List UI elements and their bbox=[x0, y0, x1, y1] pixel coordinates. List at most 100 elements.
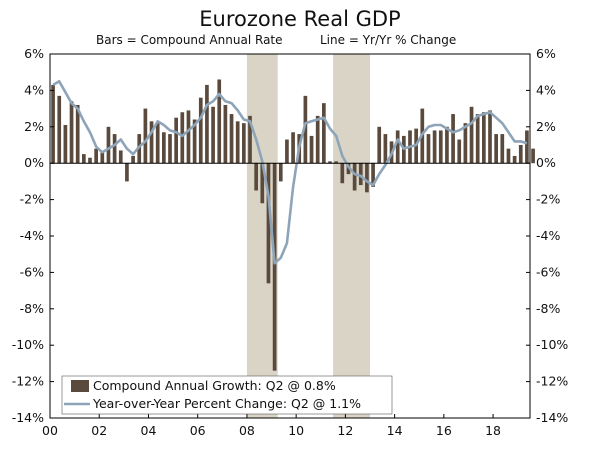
gdp-bar bbox=[211, 106, 215, 164]
gdp-bar bbox=[445, 126, 449, 164]
gdp-bar bbox=[475, 114, 480, 164]
gdp-bar bbox=[334, 161, 338, 164]
x-tick-label: 04 bbox=[141, 423, 157, 438]
gdp-bar bbox=[112, 134, 117, 164]
gdp-bar bbox=[352, 163, 357, 191]
gdp-bar bbox=[82, 154, 86, 164]
gdp-bar bbox=[118, 150, 123, 164]
gdp-bar bbox=[457, 139, 462, 164]
gdp-bar bbox=[266, 163, 271, 284]
gdp-bar bbox=[309, 135, 314, 164]
gdp-bar bbox=[75, 104, 80, 164]
y-tick-label-right: -14% bbox=[536, 410, 568, 425]
gdp-bar bbox=[377, 126, 382, 164]
gdp-bar bbox=[512, 155, 517, 164]
y-tick-label-right: 6% bbox=[536, 46, 556, 61]
gdp-bar bbox=[205, 84, 209, 164]
y-tick-label-right: -4% bbox=[536, 228, 560, 243]
gdp-bar bbox=[328, 161, 332, 164]
gdp-bar bbox=[500, 134, 505, 164]
x-tick-label: 10 bbox=[288, 423, 304, 438]
gdp-bar bbox=[149, 121, 154, 164]
gdp-bar bbox=[174, 117, 178, 164]
gdp-bar bbox=[254, 163, 258, 191]
gdp-bar bbox=[180, 112, 185, 164]
gdp-bar bbox=[482, 112, 486, 164]
x-axis-ticks: 00 02 04 06 08 10 12 14 16 18 bbox=[42, 414, 501, 438]
gdp-bar bbox=[432, 130, 437, 164]
axes bbox=[49, 53, 531, 419]
gdp-bar bbox=[192, 119, 197, 164]
gdp-bar bbox=[162, 132, 166, 164]
gdp-bar bbox=[248, 115, 252, 164]
gdp-bar bbox=[371, 163, 375, 187]
y-tick-label-left: 2% bbox=[24, 119, 44, 134]
gdp-bar bbox=[383, 134, 388, 164]
gdp-bar bbox=[488, 110, 492, 164]
recession-shading bbox=[246, 54, 370, 418]
x-tick-label: 18 bbox=[485, 423, 501, 438]
gdp-bar bbox=[229, 114, 234, 164]
gdp-bar bbox=[155, 123, 160, 164]
line-series bbox=[52, 80, 528, 265]
x-tick-label: 06 bbox=[190, 423, 206, 438]
gdp-bar bbox=[143, 108, 148, 164]
gdp-bar bbox=[272, 163, 277, 371]
y-tick-label-right: -10% bbox=[536, 337, 568, 352]
gdp-bar bbox=[69, 101, 74, 164]
gdp-bar bbox=[131, 155, 135, 164]
y-tick-label-right: 4% bbox=[536, 82, 556, 97]
gdp-bar bbox=[198, 97, 203, 164]
gdp-bar bbox=[451, 114, 455, 164]
gdp-bar bbox=[278, 163, 283, 182]
y-tick-label-right: -2% bbox=[536, 192, 560, 207]
gdp-bar bbox=[358, 163, 363, 186]
y-tick-label-left: 4% bbox=[24, 82, 44, 97]
y-axis-left-ticks: 6% 4% 2% 0% -2% -4% -6% -8% -10% -12% -14% bbox=[12, 46, 54, 425]
gdp-bar bbox=[217, 79, 222, 164]
y-tick-label-left: -12% bbox=[12, 374, 44, 389]
gdp-bar bbox=[518, 145, 523, 164]
gdp-bar bbox=[260, 163, 265, 204]
chart-title: Eurozone Real GDP bbox=[199, 7, 400, 31]
y-tick-label-left: 0% bbox=[24, 155, 44, 170]
gdp-bar bbox=[242, 123, 246, 164]
legend-line-label: Year-over-Year Percent Change: Q2 @ 1.1% bbox=[92, 396, 361, 411]
gdp-bar bbox=[94, 148, 98, 164]
plot-frame bbox=[49, 53, 531, 419]
y-tick-label-left: -4% bbox=[20, 228, 44, 243]
gdp-bar bbox=[463, 123, 468, 164]
x-tick-label: 02 bbox=[91, 423, 107, 438]
y-axis-right-ticks: 6% 4% 2% 0% -2% -4% -6% -8% -10% -12% -14% bbox=[526, 46, 568, 425]
x-tick-label: 08 bbox=[239, 423, 255, 438]
x-tick-label: 12 bbox=[337, 423, 353, 438]
gdp-bar bbox=[106, 126, 111, 164]
gdp-bar bbox=[168, 134, 172, 164]
chart-subtitle-line: Line = Yr/Yr % Change bbox=[320, 33, 456, 47]
gdp-bar bbox=[322, 103, 326, 164]
gdp-bar bbox=[315, 115, 320, 164]
chart-subtitle-bars: Bars = Compound Annual Rate bbox=[96, 33, 283, 47]
y-tick-label-right: 0% bbox=[536, 155, 556, 170]
x-tick-label: 14 bbox=[387, 423, 403, 438]
y-tick-label-left: -8% bbox=[20, 301, 44, 316]
gdp-bar bbox=[494, 134, 498, 164]
y-tick-label-left: -2% bbox=[20, 192, 44, 207]
y-tick-label-right: -8% bbox=[536, 301, 560, 316]
y-tick-label-right: -12% bbox=[536, 374, 568, 389]
y-tick-label-left: -14% bbox=[12, 410, 44, 425]
gdp-bar bbox=[100, 152, 105, 164]
legend-bar-label: Compound Annual Growth: Q2 @ 0.8% bbox=[93, 378, 336, 393]
x-tick-label: 00 bbox=[42, 423, 58, 438]
legend: Compound Annual Growth: Q2 @ 0.8% Year-o… bbox=[61, 375, 393, 415]
y-tick-label-left: -6% bbox=[20, 264, 44, 279]
gdp-bar bbox=[125, 163, 129, 182]
gdp-bar bbox=[469, 106, 474, 164]
gdp-bar bbox=[57, 95, 62, 164]
gdp-bar bbox=[395, 130, 400, 164]
gdp-bar bbox=[365, 163, 369, 193]
gdp-bar bbox=[506, 148, 511, 164]
recession-band bbox=[333, 54, 370, 418]
y-tick-label-right: -6% bbox=[536, 264, 560, 279]
